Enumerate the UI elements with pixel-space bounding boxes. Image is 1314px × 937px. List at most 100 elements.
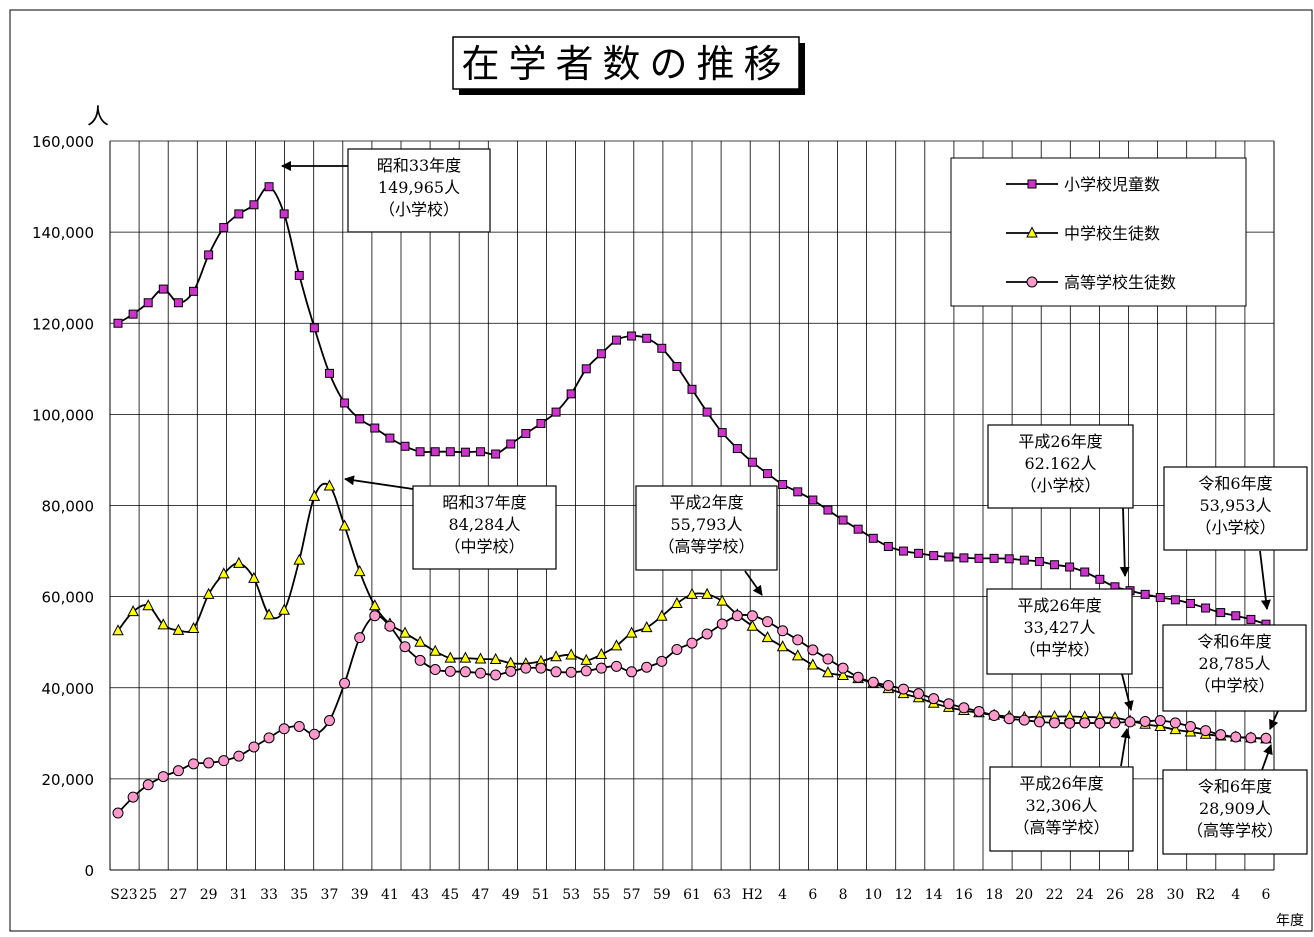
annotation-box xyxy=(987,424,1134,509)
data-point xyxy=(974,553,984,563)
annotation: 令和6年度 28,909人 （高等学校） xyxy=(1162,744,1308,855)
data-point xyxy=(642,333,652,343)
annotation: 昭和33年度 149,965人 （小学校） xyxy=(281,148,491,233)
data-point xyxy=(793,487,803,497)
data-point xyxy=(702,407,712,417)
y-tick-label: 20,000 xyxy=(42,771,95,789)
data-point xyxy=(1184,720,1196,732)
data-point xyxy=(1170,595,1180,605)
annotation-text: 昭和37年度 xyxy=(442,493,526,512)
data-point xyxy=(308,728,320,740)
data-point xyxy=(339,677,351,689)
data-point xyxy=(157,618,170,630)
data-point xyxy=(762,616,774,628)
data-point xyxy=(580,653,593,665)
annotation-text: （高等学校） xyxy=(1187,821,1283,840)
annotation-box xyxy=(1163,466,1308,551)
data-point xyxy=(384,620,396,632)
data-point xyxy=(521,429,531,439)
data-point xyxy=(716,618,728,630)
data-point xyxy=(1260,732,1272,744)
y-tick-label: 80,000 xyxy=(42,498,95,516)
data-point xyxy=(143,298,153,308)
data-point xyxy=(323,479,336,491)
data-point xyxy=(928,693,940,705)
data-point xyxy=(1200,725,1212,737)
legend-marker xyxy=(1026,226,1038,238)
y-tick-label: 100,000 xyxy=(32,406,94,424)
x-tick-label: 4 xyxy=(778,887,787,903)
x-tick-label: 57 xyxy=(623,887,641,903)
data-point xyxy=(837,662,849,674)
y-tick-label: 0 xyxy=(84,862,94,880)
data-point xyxy=(1018,714,1030,726)
annotation-text: （中学校） xyxy=(444,537,524,556)
annotation-box xyxy=(989,766,1134,852)
x-tick-label: 22 xyxy=(1046,887,1064,903)
data-point xyxy=(233,556,245,568)
title-box xyxy=(452,36,800,90)
data-point xyxy=(566,389,576,399)
annotation-text: 平成26年度 xyxy=(1019,774,1103,793)
x-tick-label: 49 xyxy=(502,887,520,903)
data-point xyxy=(1216,608,1226,618)
data-point xyxy=(415,447,425,457)
annotation-text: 令和6年度 xyxy=(1198,474,1272,493)
data-point xyxy=(1019,555,1029,565)
x-tick-label: 59 xyxy=(653,887,671,903)
annotation-box xyxy=(1162,624,1307,712)
data-point xyxy=(778,480,788,490)
data-point xyxy=(399,626,411,638)
x-tick-label: R2 xyxy=(1196,887,1215,903)
data-point xyxy=(189,286,199,296)
annotation-arrow xyxy=(1269,710,1279,730)
x-tick-label: 16 xyxy=(955,887,973,903)
data-point xyxy=(1245,732,1257,744)
data-point xyxy=(1169,717,1181,729)
data-point xyxy=(596,349,606,359)
data-point xyxy=(776,640,789,652)
data-point xyxy=(625,626,638,638)
series-layer xyxy=(112,182,1272,819)
data-point xyxy=(1049,717,1061,729)
x-tick-labels: S23 25 27 29 31 33 35 37 39 41 43 45 47 49 51 53 55 57 59 6… xyxy=(110,887,1270,903)
annotation-box xyxy=(635,485,778,571)
data-point xyxy=(203,757,215,769)
annotation-arrow xyxy=(1259,550,1271,610)
data-point xyxy=(157,771,169,783)
annotation-text: 53,953人 xyxy=(1200,496,1272,515)
data-point xyxy=(459,666,471,678)
data-point xyxy=(837,668,849,680)
data-point xyxy=(1246,614,1256,624)
outer-border xyxy=(9,9,1313,932)
data-point xyxy=(490,669,502,681)
x-tick-label: 26 xyxy=(1106,887,1124,903)
x-tick-label: 24 xyxy=(1076,887,1094,903)
data-point xyxy=(264,182,274,192)
data-point xyxy=(204,250,214,260)
legend-label: 小学校児童数 xyxy=(1064,175,1160,194)
data-point xyxy=(943,698,955,710)
annotation: 昭和37年度 84,284人 （中学校） xyxy=(344,475,557,570)
data-point xyxy=(430,447,440,457)
annotation-text: 令和6年度 xyxy=(1198,777,1272,796)
x-tick-label: 31 xyxy=(230,887,248,903)
data-point xyxy=(173,298,183,308)
data-point xyxy=(1230,731,1242,743)
data-point xyxy=(399,641,411,653)
x-tick-label: 25 xyxy=(139,887,157,903)
data-point xyxy=(128,309,138,319)
data-point xyxy=(1231,611,1241,621)
x-tick-label: 20 xyxy=(1015,887,1033,903)
data-point xyxy=(701,587,713,599)
x-tick-label: 6 xyxy=(808,887,817,903)
annotation-box xyxy=(347,148,491,233)
data-point xyxy=(792,634,804,646)
annotation-text: 32,306人 xyxy=(1026,796,1098,815)
data-point xyxy=(233,750,245,762)
data-point xyxy=(989,553,999,563)
series-circle xyxy=(112,610,1272,819)
data-point xyxy=(293,720,305,732)
data-point xyxy=(671,643,683,655)
